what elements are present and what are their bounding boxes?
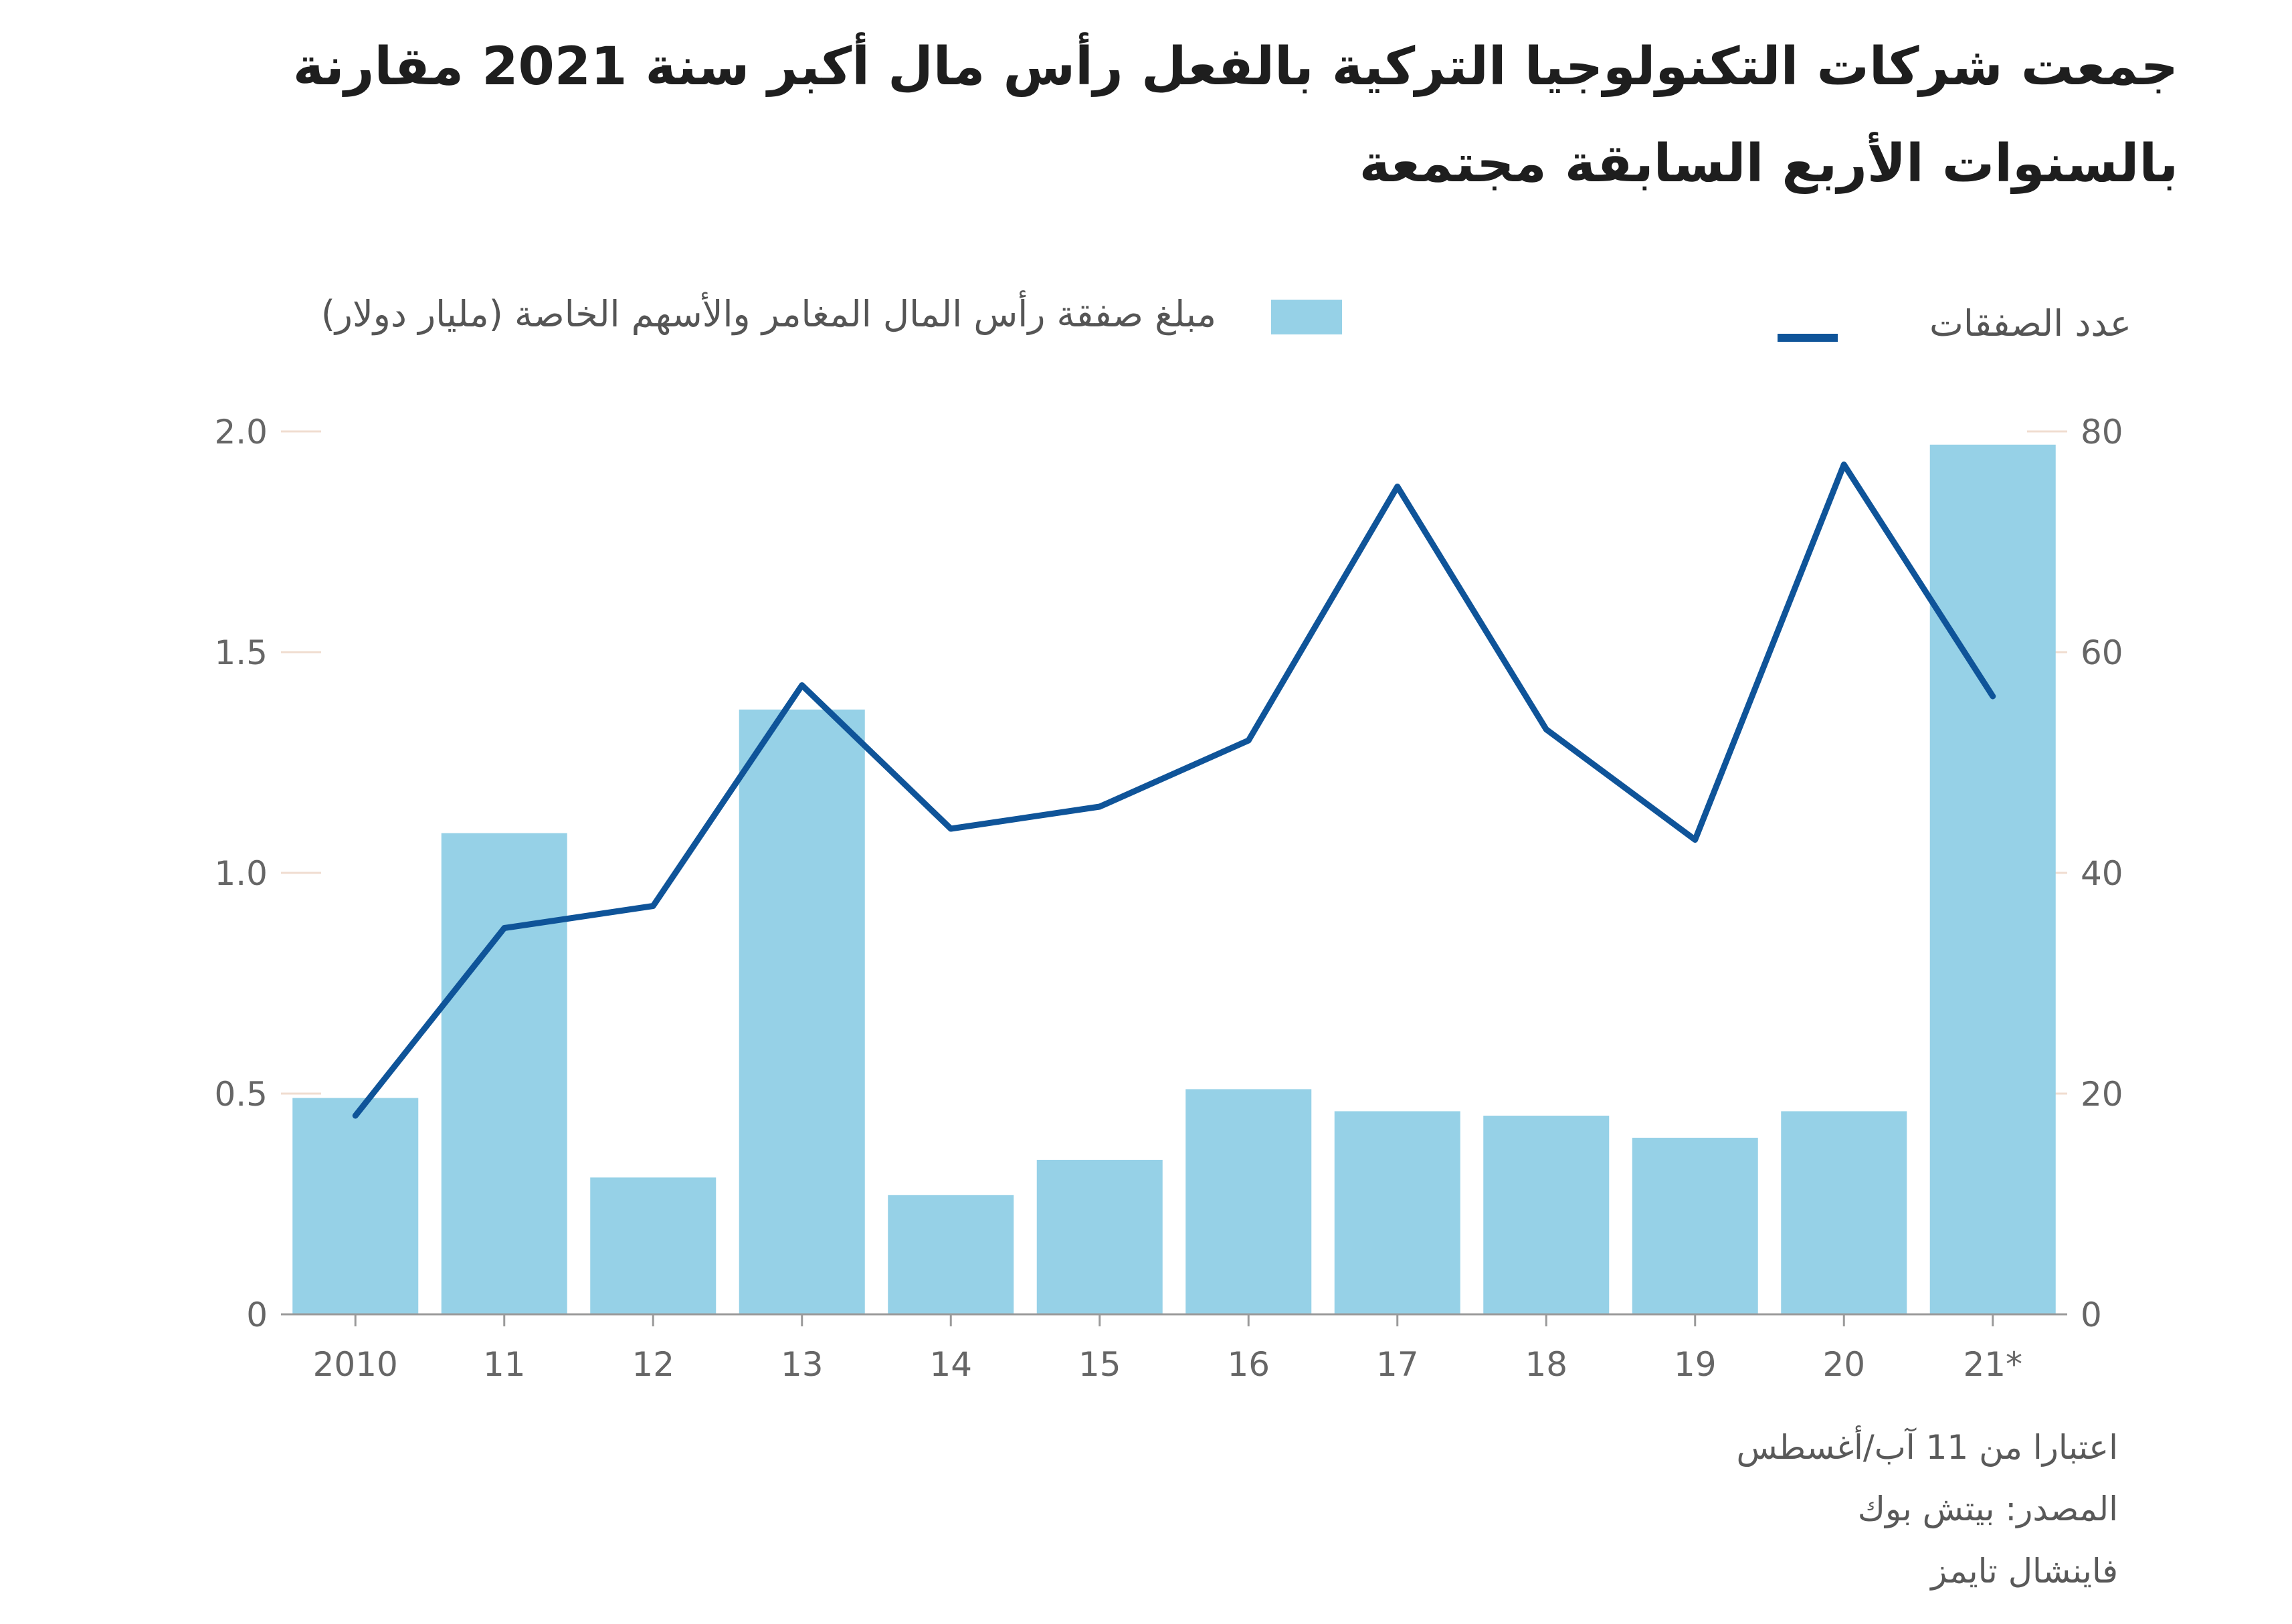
legend-bar-label: مبلغ صفقة رأس المال المغامر والأسهم الخا… xyxy=(320,293,1216,335)
bar-2010 xyxy=(292,1098,419,1314)
x-axis-tick-label: 16 xyxy=(1227,1345,1270,1384)
bar-17 xyxy=(1334,1111,1460,1314)
x-axis-tick-label: 20 xyxy=(1822,1345,1865,1384)
right-axis-tick-label: 40 xyxy=(2081,854,2123,893)
bar-11 xyxy=(441,833,567,1314)
left-axis-tick-label: 0 xyxy=(246,1296,268,1334)
bar-19 xyxy=(1632,1138,1758,1314)
right-axis-tick-label: 80 xyxy=(2081,413,2123,451)
x-axis-tick-label: 12 xyxy=(632,1345,674,1384)
left-axis-tick-label: 0.5 xyxy=(214,1075,268,1114)
right-axis-tick-label: 60 xyxy=(2081,633,2123,672)
x-axis-tick-label: 19 xyxy=(1674,1345,1717,1384)
footnote: اعتبارا من 11 آب/أغسطس xyxy=(1736,1428,2118,1467)
source-note: المصدر: بيتش بوك xyxy=(1857,1490,2118,1528)
left-axis-tick-label: 1.0 xyxy=(214,854,268,893)
x-axis-tick-label: 15 xyxy=(1078,1345,1121,1384)
publisher-note: فاينشال تايمز xyxy=(1931,1552,2118,1591)
legend-line-label: عدد الصفقات xyxy=(1929,302,2131,344)
bar-16 xyxy=(1185,1089,1312,1314)
x-axis-tick-label: 18 xyxy=(1525,1345,1567,1384)
bar-14 xyxy=(888,1195,1014,1314)
bar-15 xyxy=(1036,1160,1163,1314)
bar-13 xyxy=(739,709,865,1314)
left-axis-tick-label: 1.5 xyxy=(214,633,268,672)
deals-count-line xyxy=(352,462,1996,1119)
bar-18 xyxy=(1483,1116,1610,1314)
bar-20 xyxy=(1781,1111,1907,1314)
x-axis-tick-label: 2010 xyxy=(313,1345,398,1384)
bar-21* xyxy=(1929,444,2056,1314)
x-axis-tick-label: 21* xyxy=(1963,1345,2022,1384)
left-axis-tick-label: 2.0 xyxy=(214,413,268,451)
x-axis-tick-label: 17 xyxy=(1376,1345,1419,1384)
legend-line-swatch xyxy=(1778,334,1838,342)
x-axis-tick-label: 13 xyxy=(781,1345,824,1384)
legend-bar-swatch xyxy=(1271,300,1342,334)
chart-title-line-2: بالسنوات الأربع السابقة مجتمعة xyxy=(1359,134,2178,194)
right-axis-tick-label: 20 xyxy=(2081,1075,2123,1114)
x-axis-tick-label: 11 xyxy=(483,1345,526,1384)
bar-12 xyxy=(590,1177,717,1314)
right-axis-tick-label: 0 xyxy=(2081,1296,2102,1334)
x-axis-tick-label: 14 xyxy=(929,1345,972,1384)
chart-title-line-1: جمعت شركات التكنولوجيا التركية بالفعل رأ… xyxy=(292,37,2178,97)
